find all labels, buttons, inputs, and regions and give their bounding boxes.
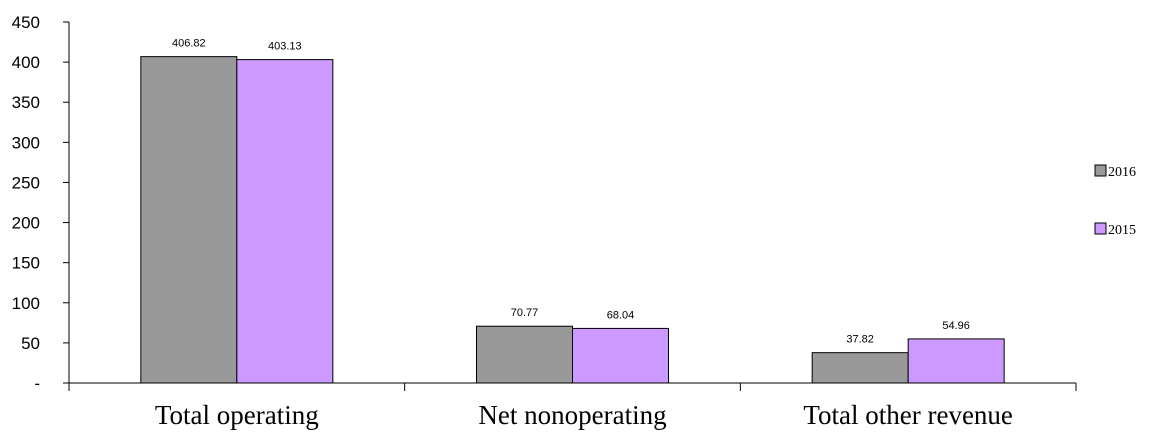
category-label: Total operating <box>155 400 319 430</box>
category-label: Net nonoperating <box>478 400 666 430</box>
data-label: 37.82 <box>846 334 874 346</box>
bar-2015 <box>236 59 334 384</box>
y-tick-label: 100 <box>12 294 40 313</box>
legend-swatch-2016 <box>1094 164 1107 177</box>
legend-swatch-2015 <box>1094 222 1107 235</box>
y-tick-label: 200 <box>12 214 40 233</box>
bar-2016 <box>140 56 238 384</box>
y-tick-label: 400 <box>12 53 40 72</box>
legend-label: 2016 <box>1108 165 1136 180</box>
y-tick-label: 300 <box>12 133 40 152</box>
legend-label: 2015 <box>1108 223 1136 238</box>
y-tick-label: 50 <box>21 334 40 353</box>
data-label: 403.13 <box>268 41 302 53</box>
bar-2016 <box>476 325 573 384</box>
data-labels: 406.82 403.13 70.77 68.04 37.82 54.96 <box>172 38 970 346</box>
data-label: 54.96 <box>942 320 970 332</box>
y-tick-label: - <box>34 374 40 393</box>
y-tick-label: 450 <box>12 13 40 32</box>
bars <box>140 56 1005 384</box>
y-tick-label: 350 <box>12 93 40 112</box>
plot-area: - 50 100 150 200 250 300 350 400 450 406.82 403.13… <box>12 13 1077 430</box>
x-axis-ticks <box>68 383 1077 391</box>
data-label: 70.77 <box>511 307 539 319</box>
category-labels: Total operating Net nonoperating Total oth… <box>155 400 1013 430</box>
data-label: 68.04 <box>607 309 635 321</box>
bar-2016 <box>811 352 909 384</box>
y-tick-label: 150 <box>12 254 40 273</box>
y-tick-label: 250 <box>12 173 40 192</box>
y-axis-ticks: - 50 100 150 200 250 300 350 400 450 <box>12 13 69 393</box>
category-label: Total other revenue <box>803 400 1013 430</box>
bar-2015 <box>907 338 1005 384</box>
data-label: 406.82 <box>172 38 206 50</box>
legend: 2016 2015 <box>1094 164 1136 238</box>
bar-2015 <box>572 327 669 384</box>
